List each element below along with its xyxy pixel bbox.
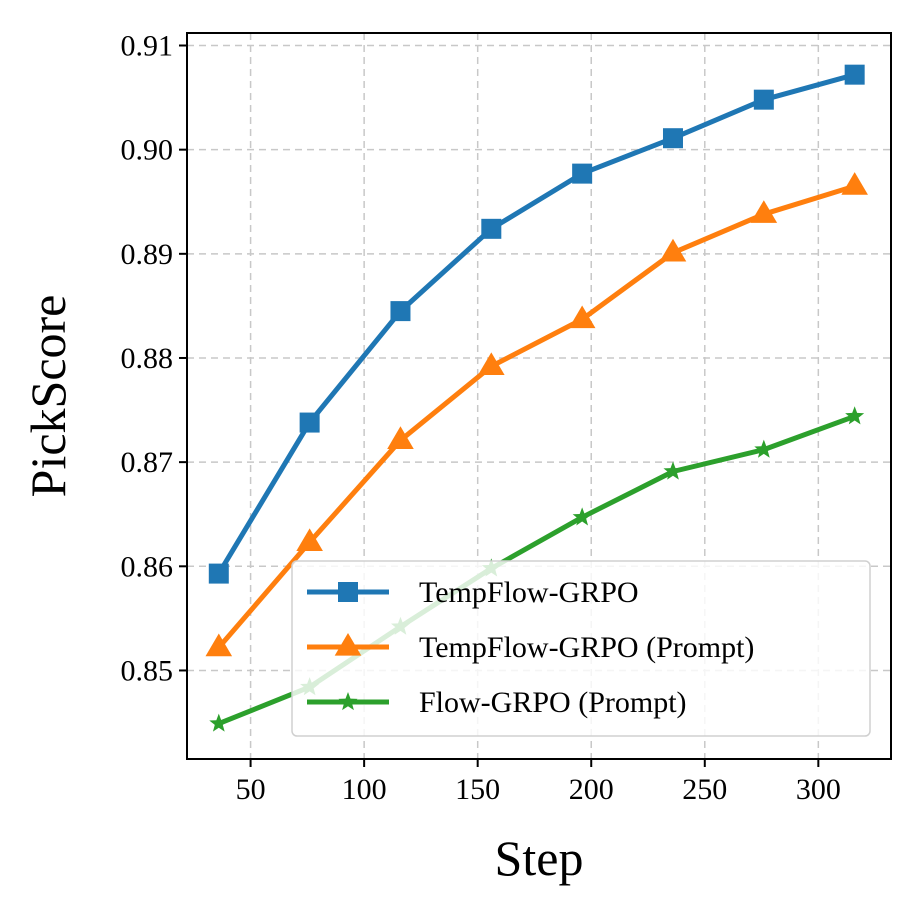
data-point	[845, 406, 865, 425]
data-point	[754, 439, 774, 458]
y-axis-title: PickScore	[20, 295, 76, 498]
legend-marker	[334, 633, 362, 656]
legend-label: Flow-GRPO (Prompt)	[419, 686, 687, 719]
data-point	[844, 64, 865, 85]
series-tempflow-grpo-prompt	[205, 172, 868, 657]
data-point	[572, 507, 592, 526]
x-axis-title: Step	[495, 830, 584, 886]
plot-frame	[186, 32, 892, 760]
y-tick-label: 0.86	[121, 550, 174, 583]
y-tick-label: 0.87	[121, 446, 174, 479]
y-axis: 0.85 0.86 0.87 0.88 0.89 0.90 0.91	[121, 29, 187, 687]
data-point	[208, 563, 229, 584]
data-point	[568, 305, 596, 329]
x-tick-label: 300	[796, 773, 841, 806]
legend-box	[291, 560, 871, 737]
data-point	[299, 412, 320, 433]
y-tick-label: 0.91	[121, 29, 174, 62]
x-axis: 50 100 150 200 250 300	[236, 759, 841, 806]
x-tick-label: 250	[682, 773, 727, 806]
legend-item: Flow-GRPO (Prompt)	[307, 686, 687, 719]
y-tick-label: 0.85	[121, 654, 174, 687]
y-tick-label: 0.88	[121, 342, 174, 375]
y-tick-label: 0.89	[121, 238, 174, 271]
data-point	[481, 218, 502, 239]
legend-marker	[338, 582, 358, 602]
data-point	[296, 528, 323, 552]
legend-item: TempFlow-GRPO	[307, 576, 639, 609]
data-point	[572, 163, 593, 184]
series-tempflow-grpo	[208, 64, 865, 584]
data-point	[390, 301, 411, 322]
data-point	[209, 713, 229, 732]
data-point	[205, 633, 233, 657]
series-line	[216, 72, 858, 577]
x-tick-label: 200	[569, 773, 614, 806]
legend-marker	[338, 692, 358, 711]
series-layer	[205, 64, 868, 732]
x-tick-label: 100	[342, 773, 387, 806]
data-point	[662, 128, 683, 149]
data-point	[478, 352, 505, 375]
data-point	[659, 238, 687, 262]
data-point	[387, 426, 414, 449]
legend: TempFlow-GRPO TempFlow-GRPO (Prompt) Flow-…	[291, 560, 871, 737]
series-line	[216, 183, 858, 650]
data-point	[750, 200, 778, 223]
legend-label: TempFlow-GRPO	[419, 576, 639, 609]
y-tick-label: 0.90	[121, 134, 174, 167]
legend-item: TempFlow-GRPO (Prompt)	[307, 631, 754, 664]
data-point	[841, 172, 868, 195]
x-tick-label: 150	[455, 773, 500, 806]
data-point	[753, 89, 774, 110]
legend-label: TempFlow-GRPO (Prompt)	[419, 631, 754, 664]
x-tick-label: 50	[236, 773, 266, 806]
data-point	[663, 461, 683, 480]
